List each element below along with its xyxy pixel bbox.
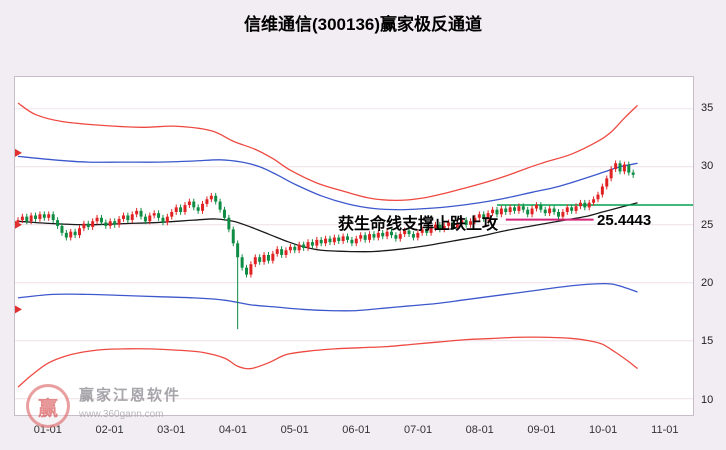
support-price-label: 25.4443 [597, 212, 652, 229]
y-axis-label: 35 [701, 101, 714, 114]
x-axis-label: 11-01 [651, 424, 679, 436]
watermark-brand: 赢家江恩软件 [79, 387, 182, 404]
x-axis-label: 08-01 [465, 424, 494, 436]
x-axis-label: 09-01 [527, 424, 556, 436]
candlestick-chart [15, 102, 693, 400]
left-marker-icon [15, 305, 22, 314]
band-upper_red [17, 102, 639, 202]
y-axis-label: 25 [701, 218, 714, 231]
y-axis-label: 30 [701, 160, 714, 173]
chart-plot-area [14, 76, 694, 416]
y-axis-label: 20 [701, 276, 714, 289]
x-axis-label: 02-01 [95, 424, 124, 436]
left-marker-icon [15, 220, 22, 229]
band-lower_red [17, 336, 638, 388]
band-upper_blue [17, 155, 638, 211]
lifeline-support-annotation: 获生命线支撑止跌上攻 [338, 216, 499, 233]
gridlines-layer [15, 108, 693, 400]
watermark-text: 赢家江恩软件 www.360gann.com [79, 384, 181, 420]
x-axis-label: 07-01 [403, 424, 433, 436]
channel-bands-layer [17, 102, 639, 388]
watermark-url: www.360gann.com [79, 409, 164, 420]
x-axis-label: 03-01 [157, 424, 186, 436]
y-axis-label: 15 [701, 335, 714, 348]
x-axis-label: 04-01 [218, 424, 248, 436]
x-axis-label: 05-01 [280, 424, 309, 436]
x-axis-label: 10-01 [589, 424, 618, 436]
candles-layer [16, 160, 635, 330]
left-markers-layer [15, 148, 22, 314]
watermark: 赢 赢家江恩软件 www.360gann.com [26, 384, 181, 430]
brand-logo-icon: 赢 [26, 384, 70, 428]
chart-title: 信维通信(300136)赢家极反通道 [243, 15, 483, 34]
y-axis-label: 10 [701, 393, 714, 406]
x-axis-label: 06-01 [342, 424, 371, 436]
left-marker-icon [15, 148, 22, 157]
x-axis: 01-01 02-01 03-01 04-01 05-01 06-01 07-01 08-01… [0, 424, 726, 444]
overlay-lines-layer [496, 204, 693, 221]
band-lower_blue [17, 282, 638, 312]
